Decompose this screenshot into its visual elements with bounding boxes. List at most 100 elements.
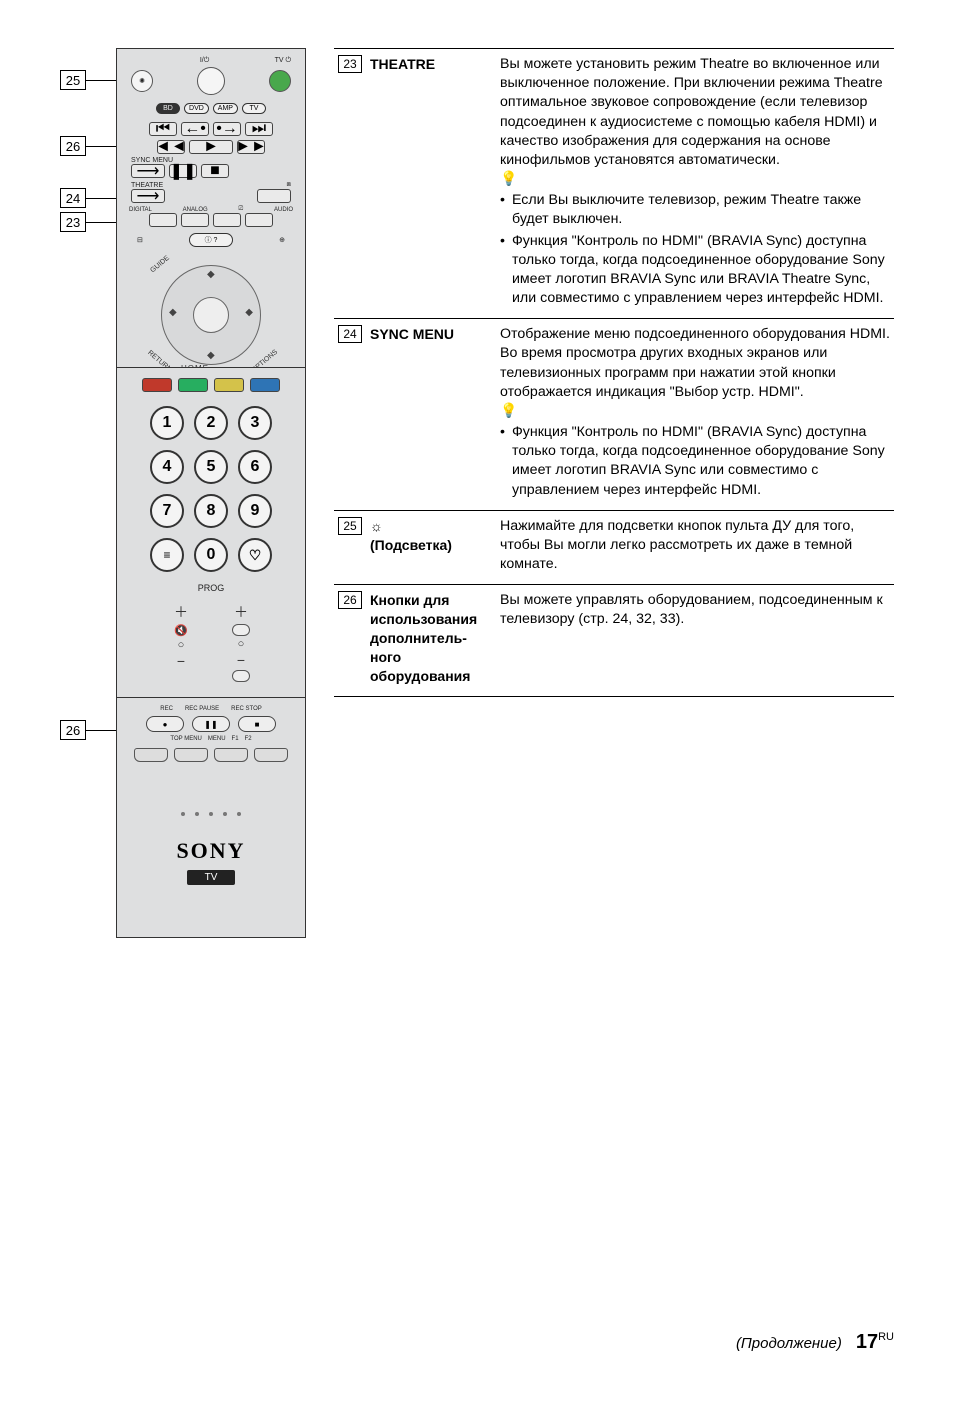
rec-stop-button: ■: [238, 716, 276, 732]
subtitle-icon: ⎚: [238, 206, 243, 213]
rec-pause-label: REC PAUSE: [185, 706, 219, 712]
row-26-label-4: ного: [370, 648, 492, 667]
row-26-label-2: использования: [370, 610, 492, 629]
callout-24: 24: [60, 188, 116, 208]
remote-panel-top: x I/⏻ TV ⏻ ✺ BD DVD AMP: [116, 48, 306, 368]
prev-button: ⏮: [149, 122, 177, 136]
teletext-icon: ⊟: [137, 236, 143, 244]
menu-button: [174, 748, 208, 762]
navigation-pad: ◆ ◆ ◆ ◆ GUIDE RETURN OPTIONS HOME: [151, 255, 271, 375]
color-blue: [250, 378, 280, 392]
tv-badge: TV: [187, 870, 236, 885]
row-25-icon: ☼: [370, 518, 383, 534]
callout-26-bot: 26: [60, 720, 116, 740]
row-26-label-3: дополнитель-: [370, 629, 492, 648]
row-25-desc: Нажимайте для подсветки кнопок пульта ДУ…: [500, 518, 854, 572]
row-23-desc: Вы можете установить режим Theatre во вк…: [500, 56, 883, 168]
digital-button: [149, 213, 177, 227]
row-24-index: 24: [338, 325, 362, 343]
power-button: [197, 67, 225, 95]
num-1: 1: [150, 406, 184, 440]
light-button: ✺: [131, 70, 153, 92]
row-23-index: 23: [338, 55, 362, 73]
row-26-label-5: оборудования: [370, 667, 492, 686]
row-26-label-1: Кнопки для: [370, 591, 492, 610]
subtitle-button: [213, 213, 241, 227]
guide-label: GUIDE: [149, 255, 170, 275]
num-3: 3: [238, 406, 272, 440]
number-pad: 1 2 3 4 5 6 7 8 9 ≡ 0 ♡: [125, 406, 297, 572]
f1-label: F1: [232, 736, 239, 742]
light-icon: ✺: [139, 77, 145, 85]
f2-button: [254, 748, 288, 762]
num-7: 7: [150, 494, 184, 528]
play-button: ►: [189, 140, 233, 154]
row-23-label: THEATRE: [370, 56, 435, 72]
row-theatre: 23 THEATRE Вы можете установить режим Th…: [334, 49, 894, 319]
callout-23-num: 23: [60, 212, 86, 232]
rec-label: REC: [160, 706, 173, 712]
remote-diagram: 25 26 24 23 26: [60, 48, 320, 938]
footer-page-number: 17: [856, 1331, 878, 1353]
row-24-bullet-1: Функция "Контроль по HDMI" (BRAVIA Sync)…: [500, 423, 890, 500]
callout-26-num-bot: 26: [60, 720, 86, 740]
callout-23: 23: [60, 212, 116, 232]
page-footer: (Продолжение) 17RU: [736, 1331, 894, 1354]
prog-up-icon: [232, 624, 250, 636]
wide-button: [257, 189, 291, 203]
feature-table: 23 THEATRE Вы можете установить режим Th…: [334, 48, 894, 697]
skip-fwd-button: ►►: [237, 140, 265, 154]
top-menu-button: [134, 748, 168, 762]
dot-row: [125, 812, 297, 816]
prog-down-icon: [232, 670, 250, 682]
num-2: 2: [194, 406, 228, 440]
dvd-button: DVD: [184, 103, 209, 114]
tv-power-label: TV ⏻: [275, 57, 291, 65]
num-8: 8: [194, 494, 228, 528]
footer-lang: RU: [878, 1331, 894, 1343]
num-5: 5: [194, 450, 228, 484]
row-26-index: 26: [338, 591, 362, 609]
color-red: [142, 378, 172, 392]
stop-button: ■: [201, 164, 229, 178]
rec-pause-button: ❚❚: [192, 716, 230, 732]
sync-menu-button: ⟶: [131, 164, 165, 178]
num-4: 4: [150, 450, 184, 484]
num-9: 9: [238, 494, 272, 528]
ok-button: [193, 297, 229, 333]
next-button: ⏭: [245, 122, 273, 136]
f2-label: F2: [245, 736, 252, 742]
tip-icon: 💡: [500, 171, 517, 185]
amp-button: AMP: [213, 103, 238, 114]
text-button: ≡: [150, 538, 184, 572]
info-button: ⓘ ?: [189, 233, 233, 247]
remote-panel-mid: 1 2 3 4 5 6 7 8 9 ≡ 0 ♡ PROG: [116, 368, 306, 698]
top-menu-label: TOP MENU: [170, 736, 201, 742]
rew-button: ←•: [181, 122, 209, 136]
callout-26-top: 26: [60, 136, 116, 156]
row-backlight: 25 ☼ (Подсветка) Нажимайте для подсветки…: [334, 510, 894, 585]
tip-icon: 💡: [500, 403, 517, 417]
num-6: 6: [238, 450, 272, 484]
menu-label: MENU: [208, 736, 226, 742]
f1-button: [214, 748, 248, 762]
callout-26-num-top: 26: [60, 136, 86, 156]
row-extra-equipment: 26 Кнопки для использования дополнитель-…: [334, 585, 894, 696]
theatre-button: ⟶: [131, 189, 165, 203]
row-sync-menu: 24 SYNC MENU Отображение меню подсоедине…: [334, 319, 894, 511]
rec-stop-label: REC STOP: [231, 706, 262, 712]
footer-continuation: (Продолжение): [736, 1335, 842, 1352]
rec-button: ●: [146, 716, 184, 732]
callout-25: 25: [60, 70, 116, 90]
tv-button: TV: [242, 103, 266, 114]
row-23-bullet-2: Функция "Контроль по HDMI" (BRAVIA Sync)…: [500, 232, 890, 309]
analog-button: [181, 213, 209, 227]
analog-label: ANALOG: [183, 207, 208, 213]
row-25-index: 25: [338, 517, 362, 535]
row-26-desc: Вы можете управлять оборудованием, подсо…: [500, 592, 883, 627]
digital-label: DIGITAL: [129, 207, 152, 213]
prog-label: PROG: [198, 583, 225, 593]
sony-logo: SONY: [125, 838, 297, 864]
audio-button: [245, 213, 273, 227]
color-green: [178, 378, 208, 392]
